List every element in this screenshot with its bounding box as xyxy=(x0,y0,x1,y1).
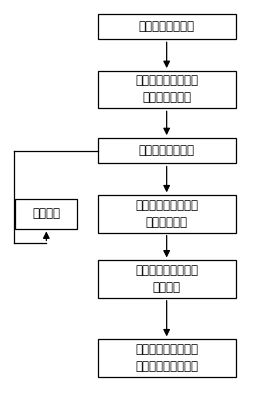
FancyBboxPatch shape xyxy=(15,199,78,228)
FancyBboxPatch shape xyxy=(98,195,236,232)
Text: 输入主要工艺参数: 输入主要工艺参数 xyxy=(139,144,195,157)
Text: 求解满足约束条件的
相关工艺参数: 求解满足约束条件的 相关工艺参数 xyxy=(135,199,198,229)
FancyBboxPatch shape xyxy=(98,13,236,39)
Text: 得到最小成本，所对
应管径即为最优管径: 得到最小成本，所对 应管径即为最优管径 xyxy=(135,343,198,373)
FancyBboxPatch shape xyxy=(98,339,236,377)
FancyBboxPatch shape xyxy=(98,71,236,108)
Text: 建立液相乙烷管道优
化设计数学模型: 建立液相乙烷管道优 化设计数学模型 xyxy=(135,74,198,105)
FancyBboxPatch shape xyxy=(98,260,236,298)
Text: 带入目标函数得到方
案总成本: 带入目标函数得到方 案总成本 xyxy=(135,264,198,294)
Text: 收集管道基础数据: 收集管道基础数据 xyxy=(139,20,195,33)
Text: 改变参数: 改变参数 xyxy=(32,207,60,220)
FancyBboxPatch shape xyxy=(98,138,236,164)
